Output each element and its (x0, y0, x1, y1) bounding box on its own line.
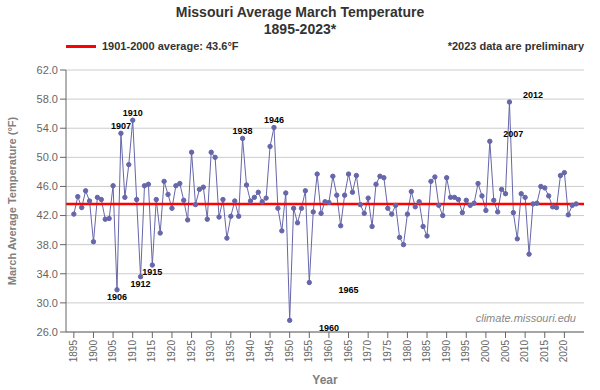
html-text:climate.missouri.edu: climate.missouri.edu (475, 312, 576, 324)
svg-text:1930: 1930 (205, 340, 216, 363)
svg-text:50.0: 50.0 (37, 151, 58, 163)
svg-text:1895: 1895 (68, 340, 79, 363)
svg-text:38.0: 38.0 (37, 239, 58, 251)
svg-text:Year: Year (312, 373, 338, 387)
svg-text:2012: 2012 (523, 90, 543, 100)
svg-text:1990: 1990 (441, 340, 452, 363)
svg-text:2005: 2005 (500, 340, 511, 363)
svg-text:1905: 1905 (107, 340, 118, 363)
svg-text:1910: 1910 (123, 108, 143, 118)
svg-text:1960: 1960 (319, 323, 339, 333)
svg-text:42.0: 42.0 (37, 209, 58, 221)
svg-text:1910: 1910 (127, 340, 138, 363)
svg-text:2015: 2015 (539, 340, 550, 363)
svg-text:1912: 1912 (131, 279, 151, 289)
svg-text:1915: 1915 (146, 340, 157, 363)
svg-text:1995: 1995 (460, 340, 471, 363)
html-text:*2023 data are preliminary: *2023 data are preliminary (447, 40, 584, 52)
svg-text:1920: 1920 (166, 340, 177, 363)
svg-text:62.0: 62.0 (37, 64, 58, 76)
svg-text:46.0: 46.0 (37, 180, 58, 192)
svg-text:1985: 1985 (421, 340, 432, 363)
svg-text:54.0: 54.0 (37, 122, 58, 134)
svg-text:1945: 1945 (264, 340, 275, 363)
svg-text:1925: 1925 (186, 340, 197, 363)
svg-text:1970: 1970 (362, 340, 373, 363)
svg-text:1946: 1946 (264, 115, 284, 125)
html-text:Missouri Average March Tempera: Missouri Average March Temperature (175, 4, 425, 20)
svg-text:1975: 1975 (382, 340, 393, 363)
svg-text:1915: 1915 (142, 267, 162, 277)
svg-text:1960: 1960 (323, 340, 334, 363)
svg-text:1907: 1907 (111, 121, 131, 131)
html-text:1901-2000 average: 43.6°F: 1901-2000 average: 43.6°F (102, 40, 239, 52)
svg-text:58.0: 58.0 (37, 93, 58, 105)
svg-text:1938: 1938 (233, 126, 253, 136)
svg-text:1900: 1900 (88, 340, 99, 363)
svg-text:2020: 2020 (558, 340, 569, 363)
svg-text:1940: 1940 (245, 340, 256, 363)
svg-text:1980: 1980 (402, 340, 413, 363)
svg-text:34.0: 34.0 (37, 268, 58, 280)
svg-text:2000: 2000 (480, 340, 491, 363)
svg-text:1935: 1935 (225, 340, 236, 363)
svg-text:1950: 1950 (284, 340, 295, 363)
svg-text:26.0: 26.0 (37, 326, 58, 338)
svg-text:2010: 2010 (519, 340, 530, 363)
svg-text:1965: 1965 (343, 340, 354, 363)
svg-text:1965: 1965 (339, 285, 359, 295)
svg-text:March Average Temperature (°F): March Average Temperature (°F) (8, 116, 18, 285)
svg-text:30.0: 30.0 (37, 297, 58, 309)
svg-text:2007: 2007 (503, 129, 523, 139)
html-text:1895-2023*: 1895-2023* (263, 21, 337, 37)
svg-text:1955: 1955 (303, 340, 314, 363)
svg-text:1906: 1906 (107, 292, 127, 302)
